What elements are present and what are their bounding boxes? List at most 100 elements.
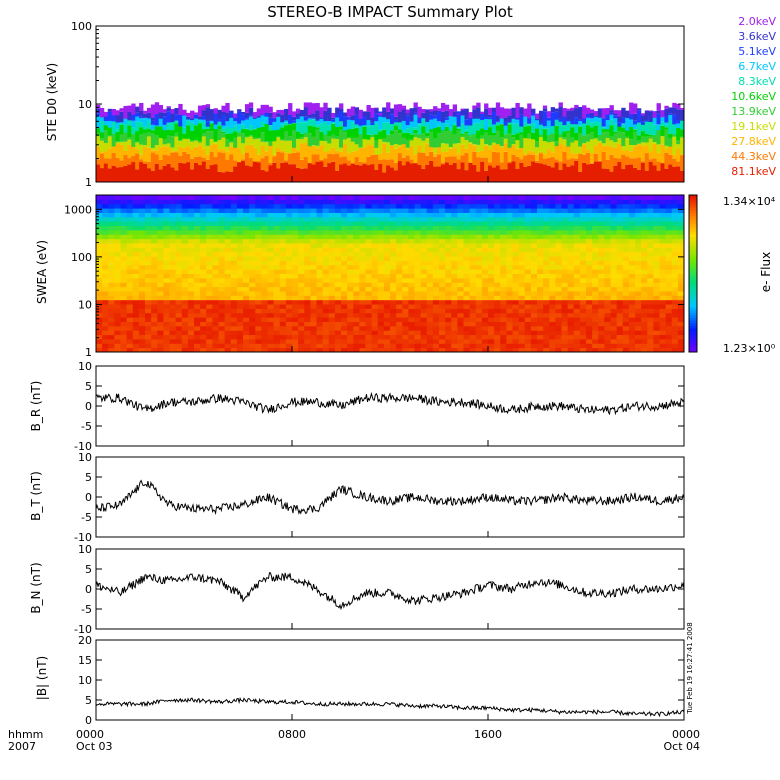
swea-cell	[365, 277, 373, 283]
swea-cell	[279, 299, 287, 305]
swea-cell	[530, 308, 538, 314]
ste-bar	[260, 169, 265, 182]
swea-cell	[120, 234, 128, 240]
ste-bar	[523, 116, 528, 123]
ste-bar	[260, 132, 265, 142]
ste-bar	[103, 124, 109, 131]
swea-cell	[334, 195, 342, 200]
swea-cell	[292, 208, 299, 213]
swea-cell	[126, 251, 134, 257]
swea-cell	[230, 338, 238, 344]
swea-cell	[635, 216, 642, 222]
swea-cell	[328, 338, 336, 344]
swea-cell	[353, 273, 360, 279]
swea-cell	[126, 256, 134, 261]
ste-bar	[295, 131, 301, 139]
swea-cell	[537, 208, 544, 213]
swea-cell	[543, 312, 550, 318]
swea-cell	[145, 325, 152, 331]
swea-cell	[194, 308, 201, 314]
swea-cell	[310, 286, 317, 292]
swea-cell	[279, 321, 287, 327]
ste-bar	[139, 144, 144, 155]
ste-bar	[476, 138, 481, 145]
ste-bar	[472, 116, 477, 124]
swea-cell	[506, 312, 513, 318]
ste-bar	[311, 145, 316, 146]
swea-cell	[506, 247, 513, 253]
swea-cell	[573, 238, 581, 244]
ste-bar	[139, 116, 144, 119]
swea-cell	[132, 212, 140, 218]
swea-cell	[377, 308, 385, 314]
swea-cell	[408, 286, 415, 292]
swea-cell	[659, 282, 667, 288]
swea-cell	[132, 277, 140, 283]
swea-cell	[236, 286, 244, 292]
swea-cell	[518, 286, 526, 292]
ste-bar	[319, 117, 324, 119]
ste-bar	[284, 131, 289, 141]
swea-cell	[371, 199, 379, 205]
swea-cell	[236, 321, 244, 327]
swea-cell	[592, 199, 599, 205]
swea-cell	[518, 208, 526, 213]
ste-bar	[429, 109, 434, 112]
swea-cell	[304, 312, 311, 318]
swea-cell	[408, 269, 415, 274]
swea-cell	[414, 203, 422, 209]
swea-cell	[255, 247, 262, 253]
swea-cell	[592, 247, 599, 253]
swea-cell	[586, 282, 593, 288]
ste-bar	[633, 131, 638, 145]
ste-bar	[570, 165, 575, 182]
ste-bar	[201, 148, 207, 158]
ste-bar	[237, 161, 242, 182]
swea-cell	[518, 260, 526, 266]
swea-cell	[537, 216, 544, 222]
swea-cell	[592, 338, 599, 344]
swea-cell	[194, 343, 201, 349]
swea-cell	[163, 260, 170, 266]
swea-cell	[108, 347, 115, 353]
ste-bar	[625, 136, 630, 139]
swea-cell	[579, 269, 587, 274]
ste-bar	[229, 142, 234, 147]
ste-bar	[397, 133, 403, 145]
ste-bar	[617, 110, 622, 117]
ste-bar	[464, 140, 469, 149]
swea-cell	[537, 221, 544, 227]
swea-cell	[194, 216, 201, 222]
swea-cell	[414, 238, 422, 244]
swea-cell	[573, 273, 581, 279]
ste-bar	[613, 123, 618, 132]
swea-cell	[218, 234, 226, 240]
swea-cell	[292, 269, 299, 274]
ste-bar	[562, 119, 567, 132]
ste-bar	[268, 130, 273, 142]
swea-cell	[665, 234, 673, 240]
ste-bar	[609, 125, 614, 137]
swea-cell	[567, 247, 575, 253]
swea-cell	[310, 264, 317, 270]
swea-cell	[157, 225, 164, 231]
swea-cell	[500, 282, 507, 288]
swea-cell	[555, 229, 562, 235]
swea-cell	[102, 299, 109, 305]
swea-cell	[347, 273, 354, 279]
ste-bar	[311, 118, 316, 120]
swea-cell	[549, 199, 556, 205]
swea-cell	[573, 234, 581, 240]
ste-bar	[103, 111, 109, 117]
swea-cell	[561, 334, 569, 340]
ste-bar	[174, 136, 179, 151]
ste-bar	[260, 121, 265, 127]
swea-cell	[163, 247, 170, 253]
swea-cell	[298, 338, 305, 344]
swea-y-label: SWEA (eV)	[35, 240, 49, 304]
swea-cell	[555, 242, 562, 248]
swea-cell	[610, 282, 618, 288]
ste-bar	[225, 159, 230, 172]
swea-cell	[175, 325, 183, 331]
swea-cell	[592, 317, 599, 322]
